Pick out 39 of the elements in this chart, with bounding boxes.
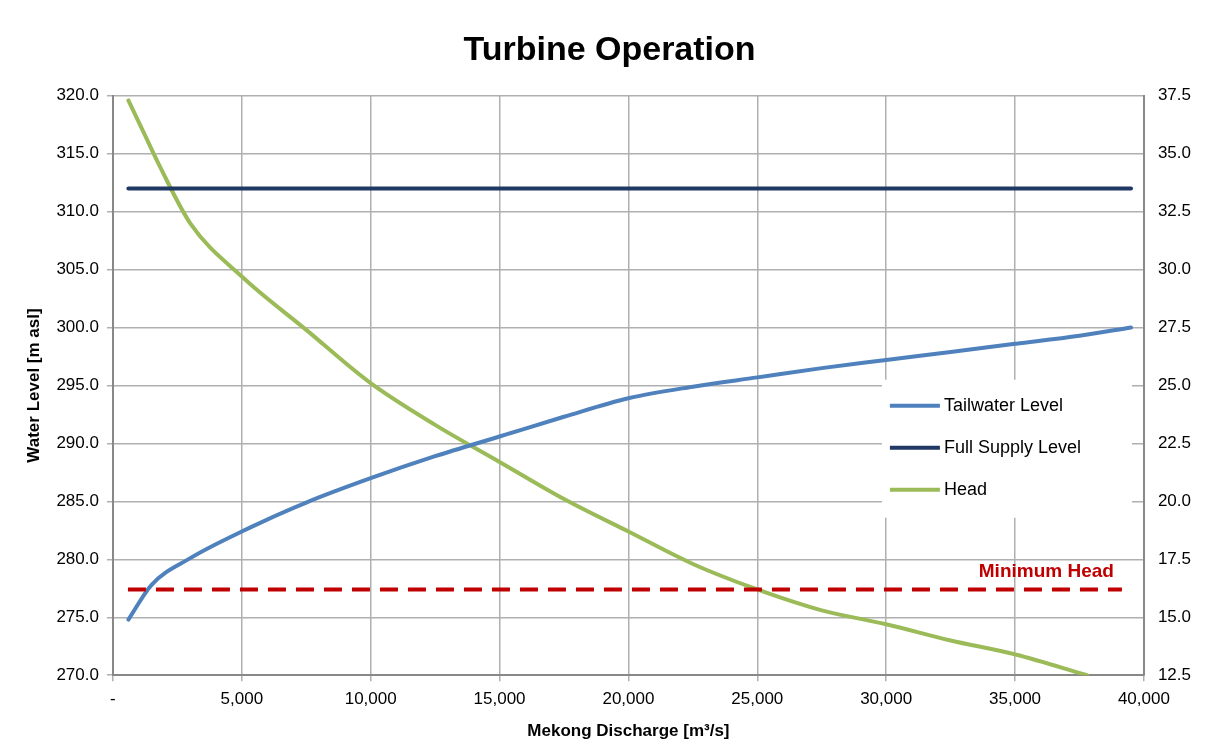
y2-tick-label: 35.0 bbox=[1157, 143, 1192, 163]
y-tick-label: 270.0 bbox=[56, 664, 99, 684]
legend-label: Full Supply Level bbox=[943, 436, 1081, 457]
line-series bbox=[126, 325, 1134, 622]
x-tick-label: 10,000 bbox=[344, 689, 397, 709]
y2-tick-label: 20.0 bbox=[1157, 491, 1192, 511]
x-axis-title: Mekong Discharge [m³/s] bbox=[527, 721, 730, 741]
y-tick-label: 290.0 bbox=[56, 433, 99, 453]
x-tick-label: 5,000 bbox=[220, 689, 264, 709]
y2-tick-label: 27.5 bbox=[1157, 317, 1192, 337]
y-tick-label: 285.0 bbox=[56, 491, 99, 511]
y2-tick-label: 32.5 bbox=[1157, 201, 1192, 221]
y2-tick-label: 22.5 bbox=[1157, 433, 1192, 453]
y-tick-label: 280.0 bbox=[56, 549, 99, 569]
x-tick-label: 40,000 bbox=[1117, 689, 1170, 709]
y-tick-label: 275.0 bbox=[56, 606, 99, 626]
y2-tick-label: 17.5 bbox=[1157, 549, 1192, 569]
x-tick-label: 30,000 bbox=[860, 689, 913, 709]
x-tick-label: - bbox=[110, 689, 116, 709]
y-tick-label: 315.0 bbox=[56, 143, 99, 163]
x-tick-label: 15,000 bbox=[473, 689, 526, 709]
x-tick-label: 20,000 bbox=[602, 689, 655, 709]
ref-line-label: Minimum Head bbox=[978, 560, 1114, 582]
y2-tick-label: 30.0 bbox=[1157, 259, 1192, 279]
y2-tick-label: 25.0 bbox=[1157, 375, 1192, 395]
y2-tick-label: 37.5 bbox=[1157, 85, 1192, 105]
legend-label: Tailwater Level bbox=[943, 394, 1063, 415]
x-tick-label: 35,000 bbox=[989, 689, 1042, 709]
y-tick-label: 305.0 bbox=[56, 259, 99, 279]
y2-tick-label: 12.5 bbox=[1157, 664, 1192, 684]
y2-tick-label: 15.0 bbox=[1157, 606, 1192, 626]
y-tick-label: 320.0 bbox=[56, 85, 99, 105]
legend-label: Head bbox=[943, 478, 987, 499]
y-tick-label: 310.0 bbox=[56, 201, 99, 221]
y-axis-title: Water Level [m asl] bbox=[23, 308, 43, 463]
y-tick-label: 300.0 bbox=[56, 317, 99, 337]
x-tick-label: 25,000 bbox=[731, 689, 784, 709]
y-tick-label: 295.0 bbox=[56, 375, 99, 395]
chart-title: Turbine Operation bbox=[463, 28, 756, 67]
